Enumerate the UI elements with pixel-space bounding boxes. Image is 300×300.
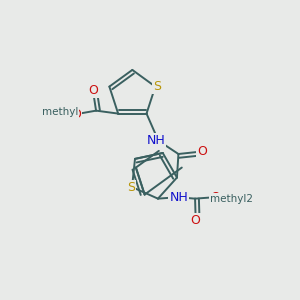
Text: S: S: [128, 181, 135, 194]
Text: O: O: [71, 108, 81, 121]
Text: S: S: [153, 80, 161, 93]
Text: O: O: [88, 83, 98, 97]
Text: O: O: [210, 191, 220, 204]
Text: methyl: methyl: [42, 107, 78, 117]
Text: NH: NH: [147, 134, 165, 147]
Text: O: O: [191, 214, 201, 226]
Text: methyl2: methyl2: [210, 194, 253, 204]
Text: O: O: [197, 145, 207, 158]
Text: NH: NH: [169, 191, 188, 204]
